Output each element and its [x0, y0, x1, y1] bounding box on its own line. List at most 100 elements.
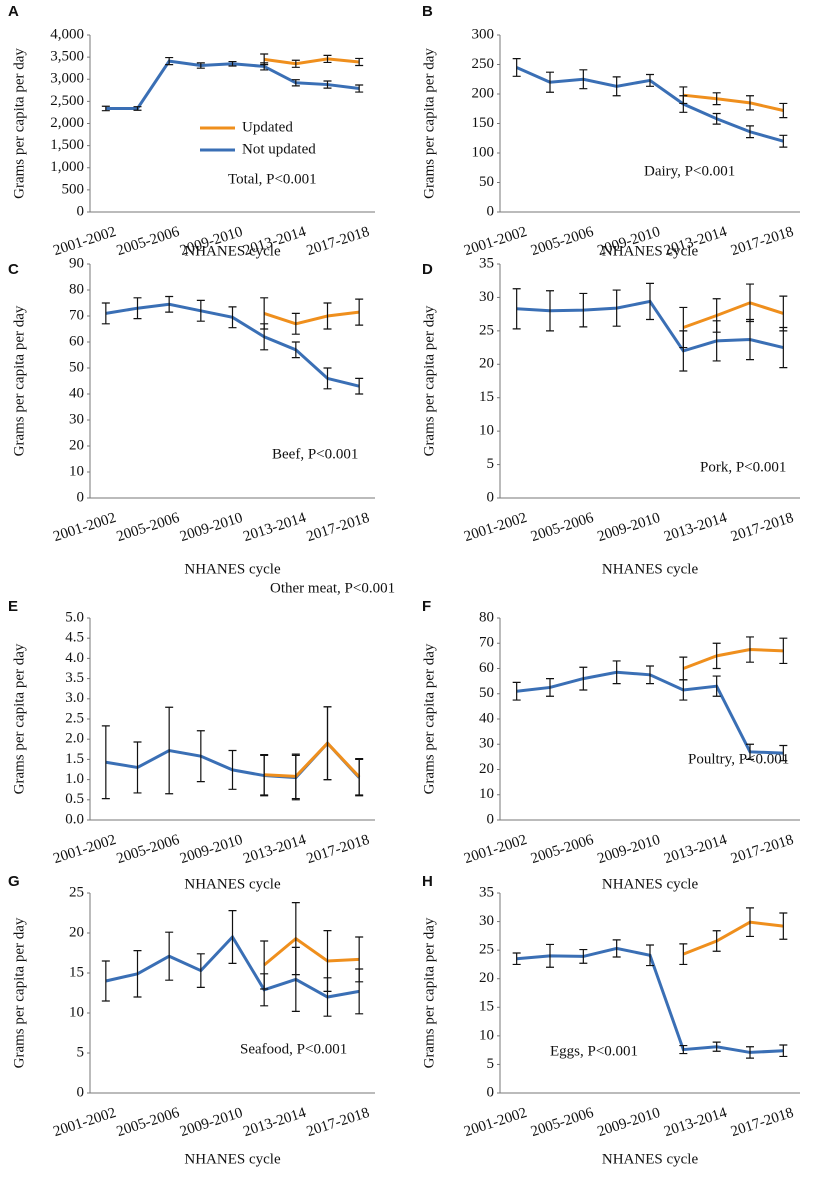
error-bar — [101, 105, 110, 112]
x-tick-label: 2017-2018 — [729, 224, 796, 259]
y-tick-label: 30 — [479, 913, 494, 929]
y-tick-label: 60 — [479, 660, 494, 676]
x-tick-label: 2017-2018 — [729, 1105, 796, 1140]
x-tick-label: 2009-2010 — [596, 510, 663, 545]
series-line — [264, 741, 361, 778]
y-tick-label: 60 — [69, 333, 84, 349]
error-bar — [355, 84, 364, 93]
y-tick-label: 0 — [77, 1084, 85, 1100]
x-tick-label: 2009-2010 — [596, 832, 663, 867]
error-bar — [746, 125, 754, 139]
x-tick-label: 2009-2010 — [178, 510, 245, 545]
y-tick-label: 20 — [479, 761, 494, 777]
x-tick-label: 2013-2014 — [241, 832, 308, 867]
y-axis-label: Grams per capita per day — [11, 48, 27, 199]
y-tick-label: 250 — [472, 56, 495, 72]
panel-letter: F — [422, 598, 431, 615]
error-bar — [579, 292, 588, 328]
y-tick-label: 30 — [69, 411, 84, 427]
x-axis-label: NHANES cycle — [184, 876, 281, 892]
x-tick-label: 2001-2002 — [51, 1105, 118, 1140]
y-tick-label: 0 — [487, 811, 495, 827]
x-tick-label: 2013-2014 — [241, 1105, 308, 1140]
error-bar — [579, 666, 588, 691]
error-bar — [712, 642, 721, 670]
series-line — [263, 310, 360, 326]
error-bar — [746, 907, 754, 938]
y-tick-label: 0 — [487, 203, 495, 219]
y-tick-label: 20 — [69, 924, 84, 940]
y-axis-label: Grams per capita per day — [11, 305, 27, 456]
y-tick-label: 5 — [487, 456, 495, 472]
y-tick-label: 3,500 — [50, 49, 84, 65]
y-tick-label: 20 — [479, 356, 494, 372]
series-line — [263, 57, 360, 66]
y-tick-label: 2,000 — [50, 115, 84, 131]
error-bar — [779, 326, 788, 369]
error-bar — [579, 69, 588, 90]
y-axis-label: Grams per capita per day — [421, 917, 437, 1068]
error-bar — [323, 302, 332, 330]
series-line — [516, 670, 784, 755]
y-tick-label: 0 — [487, 1084, 495, 1100]
x-tick-label: 2005-2006 — [529, 1105, 596, 1140]
y-axis-label: Grams per capita per day — [11, 643, 27, 794]
y-tick-label: 25 — [479, 322, 494, 338]
annotation: Seafood, P<0.001 — [240, 1041, 347, 1057]
x-tick-label: 2017-2018 — [305, 224, 372, 259]
x-tick-label: 2001-2002 — [462, 224, 529, 259]
y-tick-label: 50 — [69, 359, 84, 375]
panel-letter: H — [422, 873, 433, 890]
y-tick-label: 150 — [472, 115, 495, 131]
y-tick-label: 0.0 — [65, 811, 84, 827]
y-tick-label: 5.0 — [65, 609, 84, 625]
error-bar — [260, 323, 269, 351]
error-bar — [712, 92, 721, 106]
x-tick-label: 2005-2006 — [115, 224, 182, 259]
y-tick-label: 10 — [479, 423, 494, 439]
panel-letter: C — [8, 261, 19, 278]
y-tick-label: 80 — [479, 609, 494, 625]
error-bar — [165, 706, 174, 795]
error-bar — [546, 678, 554, 697]
y-tick-label: 50 — [479, 685, 494, 701]
y-tick-label: 40 — [479, 710, 494, 726]
x-tick-label: 2017-2018 — [305, 1105, 372, 1140]
error-bar — [101, 960, 110, 1002]
x-axis-label: NHANES cycle — [602, 876, 699, 892]
error-bar — [133, 106, 142, 111]
error-bar — [133, 950, 142, 998]
error-bar — [712, 320, 721, 362]
error-bar — [746, 743, 754, 760]
error-bar — [165, 295, 174, 313]
y-tick-label: 1,000 — [50, 159, 84, 175]
error-bar — [355, 758, 364, 797]
y-tick-label: 2.5 — [65, 710, 84, 726]
x-axis-label: NHANES cycle — [184, 1151, 281, 1167]
error-bar — [291, 754, 300, 801]
y-axis-label: Grams per capita per day — [421, 305, 437, 456]
error-bar — [228, 60, 237, 67]
x-tick-label: 2005-2006 — [115, 832, 182, 867]
y-tick-label: 1.0 — [65, 771, 84, 787]
error-bar — [291, 59, 300, 68]
y-tick-label: 1,500 — [50, 137, 84, 153]
y-axis-label: Grams per capita per day — [421, 643, 437, 794]
error-bar — [133, 741, 142, 794]
x-tick-label: 2005-2006 — [115, 510, 182, 545]
y-tick-label: 3,000 — [50, 71, 84, 87]
x-tick-label: 2017-2018 — [305, 510, 372, 545]
error-bar — [679, 943, 688, 966]
y-tick-label: 10 — [69, 463, 84, 479]
y-tick-label: 0.5 — [65, 791, 84, 807]
series-line — [263, 936, 360, 967]
error-bar — [679, 95, 688, 113]
x-tick-label: 2009-2010 — [596, 1105, 663, 1140]
error-bar — [291, 946, 300, 1012]
y-tick-label: 4,000 — [50, 26, 84, 42]
y-tick-label: 30 — [479, 736, 494, 752]
error-bar — [679, 1044, 688, 1055]
y-tick-label: 25 — [479, 942, 494, 958]
error-bar — [779, 744, 788, 762]
